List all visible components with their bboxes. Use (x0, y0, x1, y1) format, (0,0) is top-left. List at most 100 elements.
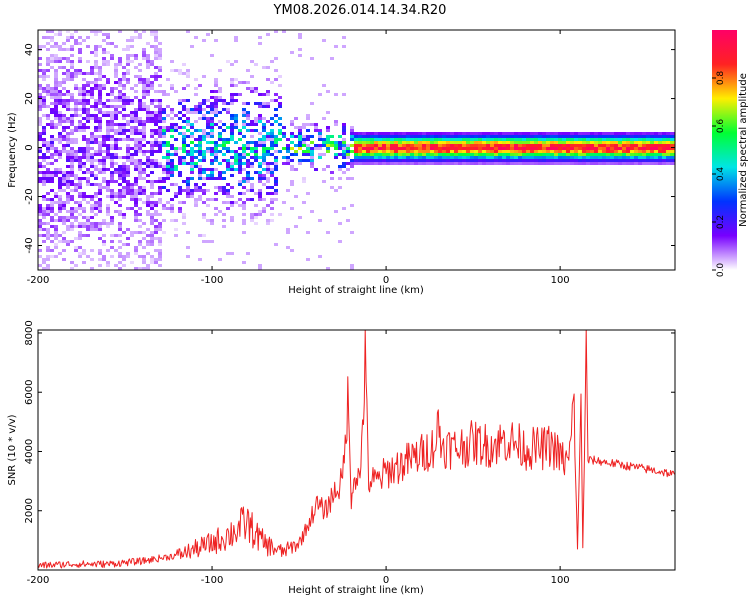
heatmap-cell (598, 162, 602, 165)
heatmap-cell (78, 51, 82, 54)
heatmap-cell (398, 150, 402, 153)
heatmap-cell (226, 162, 230, 165)
heatmap-cell (250, 150, 254, 153)
heatmap-cell (594, 153, 598, 156)
heatmap-cell (126, 129, 130, 132)
heatmap-cell (138, 255, 142, 258)
heatmap-cell (258, 105, 262, 108)
heatmap-cell (218, 150, 222, 153)
heatmap-cell (494, 153, 498, 156)
heatmap-cell (170, 84, 174, 87)
heatmap-cell (406, 144, 410, 147)
heatmap-cell (126, 156, 130, 159)
heatmap-cell (302, 144, 306, 147)
heatmap-cell (298, 162, 302, 165)
heatmap-cell (66, 93, 70, 96)
heatmap-cell (98, 45, 102, 48)
heatmap-cell (426, 162, 430, 165)
heatmap-cell (74, 249, 78, 252)
heatmap-cell (38, 249, 42, 252)
heatmap-cell (58, 201, 62, 204)
heatmap-cell (422, 135, 426, 138)
heatmap-cell (210, 171, 214, 174)
heatmap-cell (366, 162, 370, 165)
heatmap-cell (102, 222, 106, 225)
heatmap-cell (130, 45, 134, 48)
heatmap-cell (246, 123, 250, 126)
heatmap-cell (78, 195, 82, 198)
heatmap-cell (642, 135, 646, 138)
heatmap-cell (478, 150, 482, 153)
heatmap-cell (118, 129, 122, 132)
heatmap-cell (38, 84, 42, 87)
heatmap-cell (386, 135, 390, 138)
heatmap-cell (334, 147, 338, 150)
heatmap-cell (54, 123, 58, 126)
heatmap-cell (498, 144, 502, 147)
heatmap-cell (70, 261, 74, 264)
heatmap-cell (134, 90, 138, 93)
heatmap-cell (90, 81, 94, 84)
heatmap-cell (126, 150, 130, 153)
heatmap-cell (54, 60, 58, 63)
heatmap-cell (114, 132, 118, 135)
heatmap-cell (582, 162, 586, 165)
heatmap-cell (74, 216, 78, 219)
heatmap-cell (78, 186, 82, 189)
heatmap-cell (250, 60, 254, 63)
heatmap-cell (110, 126, 114, 129)
heatmap-cell (502, 156, 506, 159)
heatmap-cell (86, 255, 90, 258)
heatmap-cell (150, 183, 154, 186)
heatmap-cell (534, 135, 538, 138)
heatmap-cell (346, 147, 350, 150)
heatmap-cell (350, 138, 354, 141)
heatmap-cell (242, 102, 246, 105)
heatmap-cell (374, 138, 378, 141)
heatmap-cell (86, 93, 90, 96)
heatmap-cell (246, 177, 250, 180)
heatmap-cell (110, 246, 114, 249)
heatmap-cell (298, 129, 302, 132)
heatmap-cell (258, 213, 262, 216)
heatmap-cell (570, 147, 574, 150)
heatmap-cell (210, 177, 214, 180)
heatmap-cell (162, 129, 166, 132)
heatmap-cell (662, 162, 666, 165)
heatmap-cell (178, 162, 182, 165)
heatmap-cell (118, 93, 122, 96)
heatmap-cell (242, 150, 246, 153)
heatmap-cell (274, 177, 278, 180)
heatmap-cell (314, 129, 318, 132)
heatmap-cell (110, 135, 114, 138)
heatmap-cell (102, 87, 106, 90)
heatmap-cell (534, 156, 538, 159)
heatmap-cell (150, 81, 154, 84)
heatmap-cell (454, 162, 458, 165)
heatmap-cell (202, 138, 206, 141)
heatmap-cell (194, 138, 198, 141)
heatmap-cell (122, 264, 126, 267)
heatmap-cell (246, 180, 250, 183)
heatmap-cell (562, 156, 566, 159)
heatmap-cell (330, 171, 334, 174)
heatmap-cell (98, 198, 102, 201)
heatmap-cell (266, 186, 270, 189)
heatmap-cell (326, 231, 330, 234)
heatmap-cell (478, 162, 482, 165)
heatmap-cell (262, 198, 266, 201)
heatmap-cell (90, 195, 94, 198)
heatmap-cell (410, 153, 414, 156)
heatmap-cell (82, 111, 86, 114)
heatmap-cell (310, 147, 314, 150)
heatmap-cell (454, 132, 458, 135)
heatmap-cell (494, 150, 498, 153)
heatmap-cell (526, 153, 530, 156)
heatmap-cell (138, 147, 142, 150)
heatmap-cell (422, 132, 426, 135)
heatmap-cell (370, 153, 374, 156)
heatmap-cell (58, 141, 62, 144)
heatmap-cell (646, 162, 650, 165)
heatmap-cell (114, 192, 118, 195)
